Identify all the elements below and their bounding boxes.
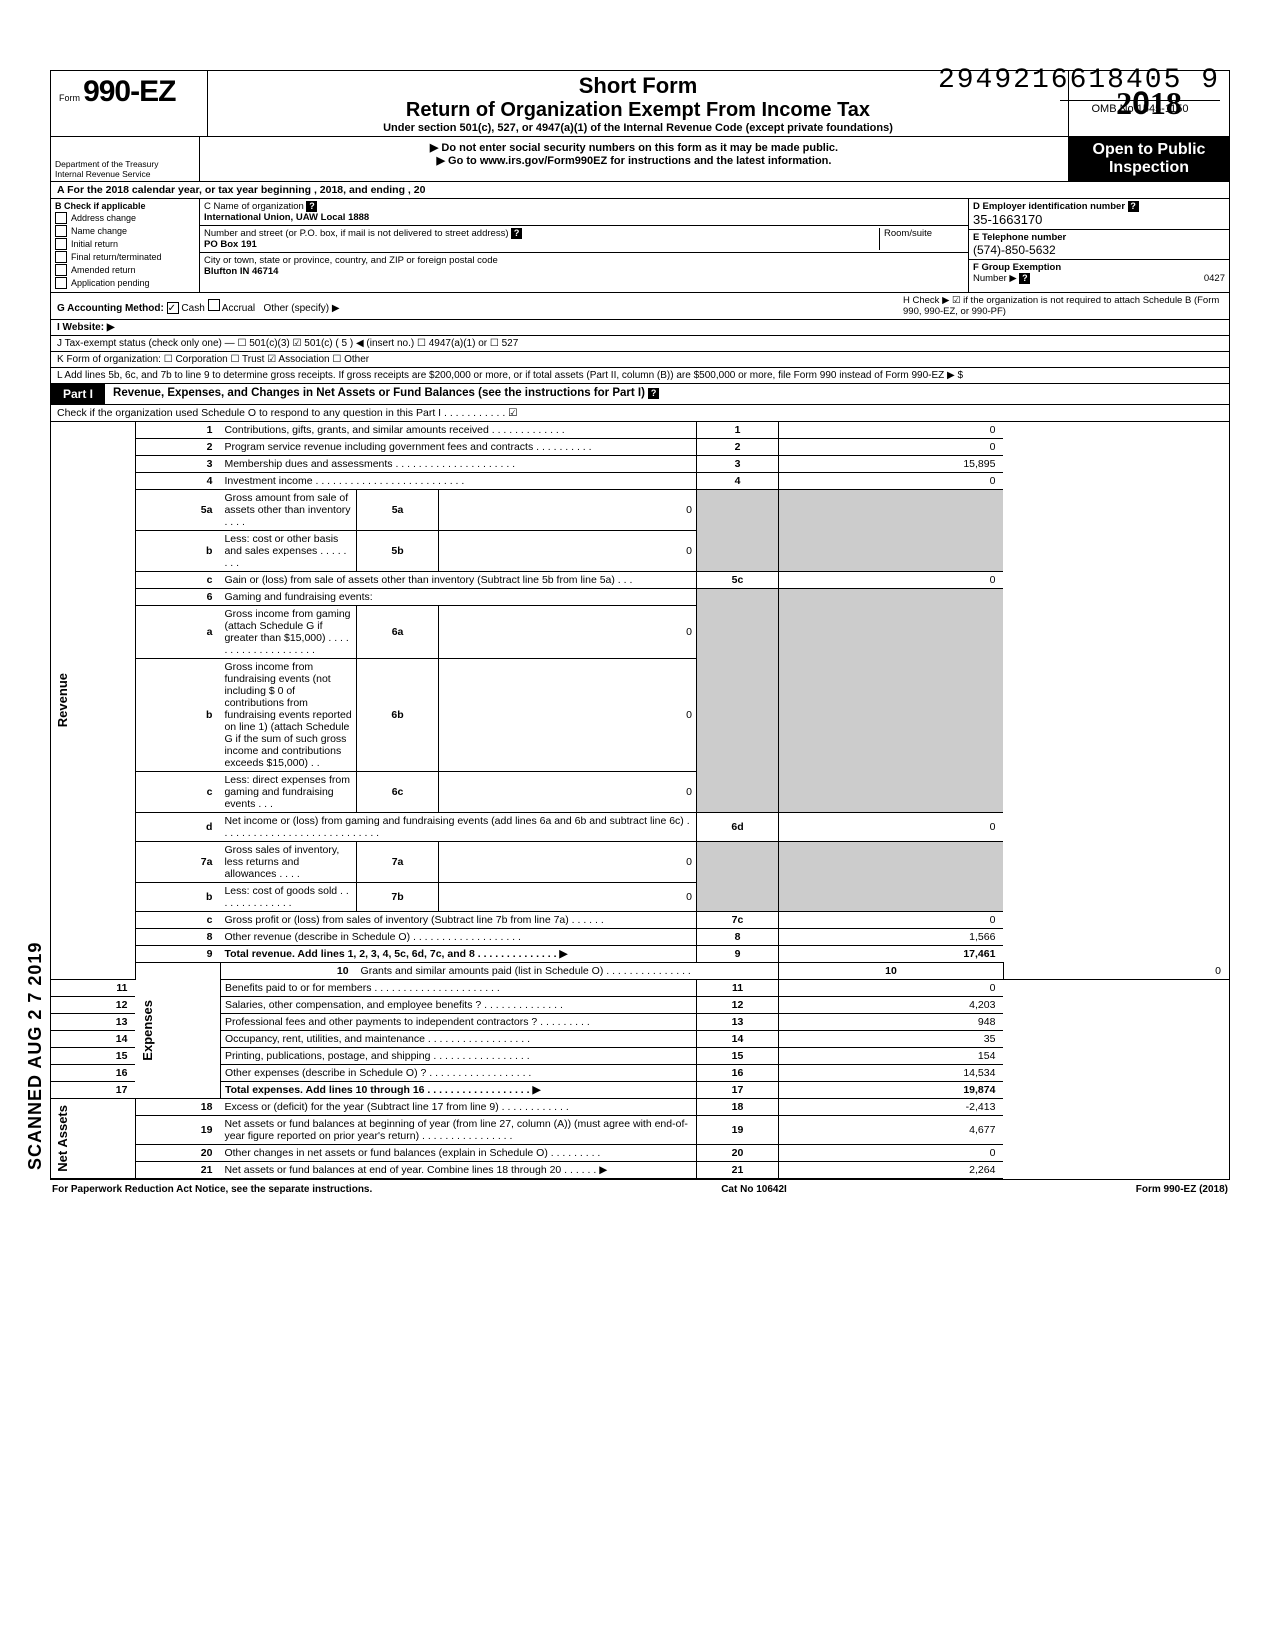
- subtitle: Under section 501(c), 527, or 4947(a)(1)…: [216, 122, 1060, 134]
- omb-number: OMB No 1545-1150: [1060, 100, 1220, 115]
- row-i: I Website: ▶: [57, 322, 115, 333]
- help-icon[interactable]: ?: [648, 388, 659, 399]
- form-990ez-page1: 2949216618405 9 OMB No 1545-1150 Form 99…: [50, 70, 1230, 1199]
- line-1-box: 1: [697, 422, 779, 439]
- org-street: PO Box 191: [204, 239, 257, 250]
- instr-l2: ▶ Go to www.irs.gov/Form990EZ for instru…: [204, 154, 1064, 167]
- ein-label: D Employer identification number: [973, 201, 1125, 212]
- row-b-label: B Check if applicable: [55, 201, 195, 211]
- check-initial-return[interactable]: Initial return: [55, 238, 195, 250]
- footer-left: For Paperwork Reduction Act Notice, see …: [52, 1184, 372, 1195]
- street-label: Number and street (or P.O. box, if mail …: [204, 228, 509, 239]
- part1-checkline: Check if the organization used Schedule …: [50, 405, 1230, 422]
- netassets-side-label: Net Assets: [55, 1105, 70, 1172]
- check-column: B Check if applicable Address change Nam…: [51, 199, 200, 292]
- row-k: K Form of organization: ☐ Corporation ☐ …: [50, 352, 1230, 368]
- lines-table: Revenue 1 Contributions, gifts, grants, …: [50, 422, 1230, 1179]
- check-name-change[interactable]: Name change: [55, 225, 195, 237]
- footer-right: Form 990-EZ (2018): [1136, 1184, 1228, 1195]
- ein-column: D Employer identification number ? 35-16…: [969, 199, 1229, 292]
- row-l: L Add lines 5b, 6c, and 7b to line 9 to …: [50, 368, 1230, 384]
- form-prefix: Form: [59, 93, 80, 103]
- part1-label: Part I: [51, 384, 105, 404]
- form-number-box: Form 990-EZ: [51, 71, 208, 136]
- check-final-return[interactable]: Final return/terminated: [55, 251, 195, 263]
- short-form-title: Short Form: [216, 73, 1060, 99]
- check-pending[interactable]: Application pending: [55, 277, 195, 289]
- group-label: F Group Exemption: [973, 262, 1061, 273]
- entity-block: B Check if applicable Address change Nam…: [50, 199, 1230, 293]
- check-address-change[interactable]: Address change: [55, 212, 195, 224]
- revenue-side-label: Revenue: [55, 673, 70, 727]
- return-title: Return of Organization Exempt From Incom…: [216, 99, 1060, 122]
- row-j: J Tax-exempt status (check only one) — ☐…: [50, 336, 1230, 352]
- check-amended[interactable]: Amended return: [55, 264, 195, 276]
- line-1-desc: Contributions, gifts, grants, and simila…: [220, 422, 696, 439]
- phone-value: (574)-850-5632: [973, 243, 1056, 257]
- name-label: C Name of organization: [204, 201, 304, 212]
- row-a-text: A For the 2018 calendar year, or tax yea…: [57, 184, 425, 196]
- dept-l1: Department of the Treasury: [55, 159, 195, 169]
- scanned-stamp: SCANNED AUG 2 7 2019: [25, 942, 46, 1170]
- dept-l2: Internal Revenue Service: [55, 169, 195, 179]
- accrual-label: Accrual: [222, 303, 255, 314]
- room-label: Room/suite: [879, 228, 964, 250]
- help-icon[interactable]: ?: [1019, 273, 1030, 284]
- form-number: 990-EZ: [83, 75, 175, 108]
- cash-checkbox[interactable]: ✓: [167, 302, 179, 314]
- expenses-side-label: Expenses: [140, 1000, 155, 1061]
- org-name: International Union, UAW Local 1888: [204, 212, 369, 223]
- name-address-column: C Name of organization ? International U…: [200, 199, 969, 292]
- help-icon[interactable]: ?: [511, 228, 522, 239]
- open-l2: Inspection: [1069, 159, 1229, 177]
- dept-box: Department of the Treasury Internal Reve…: [51, 137, 200, 181]
- group-value: 0427: [1204, 273, 1225, 284]
- document-number: 2949216618405 9: [938, 65, 1220, 96]
- group-label2: Number ▶: [973, 273, 1017, 284]
- instr-l1: ▶ Do not enter social security numbers o…: [204, 141, 1064, 154]
- other-label: Other (specify) ▶: [263, 303, 339, 314]
- line-1-num: 1: [135, 422, 220, 439]
- part1-header: Part I Revenue, Expenses, and Changes in…: [50, 384, 1230, 405]
- footer-mid: Cat No 10642I: [721, 1184, 787, 1195]
- row-g-label: G Accounting Method:: [57, 303, 164, 314]
- help-icon[interactable]: ?: [306, 201, 317, 212]
- sub-header: Department of the Treasury Internal Reve…: [50, 137, 1230, 182]
- open-l1: Open to Public: [1069, 141, 1229, 159]
- accrual-checkbox[interactable]: [208, 299, 220, 311]
- row-a: A For the 2018 calendar year, or tax yea…: [50, 182, 1230, 199]
- ein-value: 35-1663170: [973, 212, 1042, 227]
- part1-title: Revenue, Expenses, and Changes in Net As…: [105, 384, 1229, 404]
- instructions-box: ▶ Do not enter social security numbers o…: [200, 137, 1068, 181]
- open-to-public-box: Open to Public Inspection: [1068, 137, 1229, 181]
- help-icon[interactable]: ?: [1128, 201, 1139, 212]
- row-g-h: G Accounting Method: ✓ Cash Accrual Othe…: [50, 293, 1230, 320]
- line-1-val: 0: [778, 422, 1003, 439]
- row-h: H Check ▶ ☑ if the organization is not r…: [903, 295, 1223, 317]
- cash-label: Cash: [181, 303, 204, 314]
- city-label: City or town, state or province, country…: [204, 255, 498, 266]
- org-city: Blufton IN 46714: [204, 266, 278, 277]
- page-footer: For Paperwork Reduction Act Notice, see …: [50, 1179, 1230, 1199]
- phone-label: E Telephone number: [973, 232, 1066, 243]
- row-i-j: I Website: ▶: [50, 320, 1230, 336]
